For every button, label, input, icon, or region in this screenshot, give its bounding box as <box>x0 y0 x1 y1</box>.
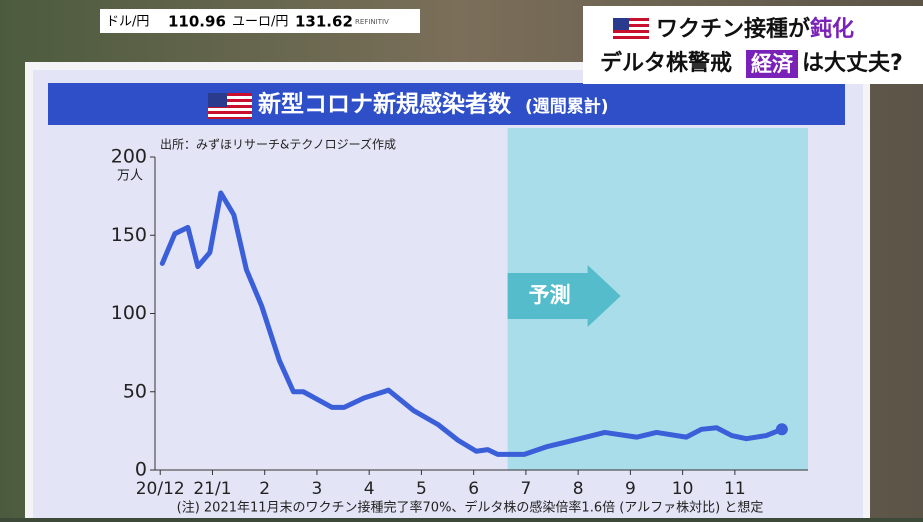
x-tick-label: 3 <box>312 479 323 499</box>
headline-tag <box>746 50 798 78</box>
headline-text: ワクチン接種が <box>656 16 810 42</box>
plot: 予測 0 50 100 150 200 20/12 21/1 2 3 4 5 6 7 8 9 10 11 <box>111 128 808 499</box>
y-tick-label: 100 <box>111 302 147 324</box>
headline-highlight: 鈍化 <box>810 16 854 42</box>
y-tick-label: 50 <box>123 380 147 402</box>
y-tick-label: 150 <box>111 224 147 246</box>
x-tick-label: 20/12 <box>136 479 185 499</box>
ticker-value: 110.96 <box>168 13 226 31</box>
x-tick-label: 6 <box>468 479 479 499</box>
y-tick-label: 200 <box>111 146 147 168</box>
x-tick-label: 11 <box>724 479 746 499</box>
chart-title: 新型コロナ新規感染者数 <box>258 91 512 118</box>
x-tick-label: 8 <box>573 479 584 499</box>
headline-line2: デルタ株警戒 <box>600 50 732 76</box>
ticker-label: ユーロ/円 <box>232 15 288 30</box>
x-tick-label: 4 <box>364 479 375 499</box>
headline-line1: ワクチン接種が鈍化 <box>656 16 854 42</box>
ticker-box <box>100 9 420 33</box>
ticker-label: ドル/円 <box>106 15 149 30</box>
end-marker <box>775 423 788 436</box>
x-tick-label: 5 <box>416 479 427 499</box>
x-tick-label: 21/1 <box>193 479 231 499</box>
source: 出所：みずほリサーチ&テクノロジーズ作成 <box>160 137 396 152</box>
title-bar <box>48 83 845 125</box>
us-flag <box>208 93 252 119</box>
headline-tag-text: 経済 <box>751 52 794 76</box>
forecast-arrow <box>507 265 621 327</box>
headline-end: は大丈夫? <box>802 51 903 76</box>
note: (注) 2021年11月末のワクチン接種完了率70%、デルタ株の感染倍率1.6倍… <box>177 500 764 516</box>
us-flag <box>613 18 649 40</box>
ticker-value: 131.62 <box>295 13 353 31</box>
chart-title-note: (週間累計) <box>525 96 609 117</box>
x-tick-label: 9 <box>625 479 636 499</box>
x-tick-label: 2 <box>259 479 270 499</box>
y-unit: 万人 <box>117 169 143 184</box>
x-tick-label: 7 <box>520 479 531 499</box>
series-line <box>159 190 785 457</box>
forecast-label: 予測 <box>529 283 571 307</box>
ticker-source: REFINITIV <box>355 18 389 26</box>
x-tick-label: 10 <box>672 479 694 499</box>
y-tick-label: 0 <box>135 459 147 481</box>
